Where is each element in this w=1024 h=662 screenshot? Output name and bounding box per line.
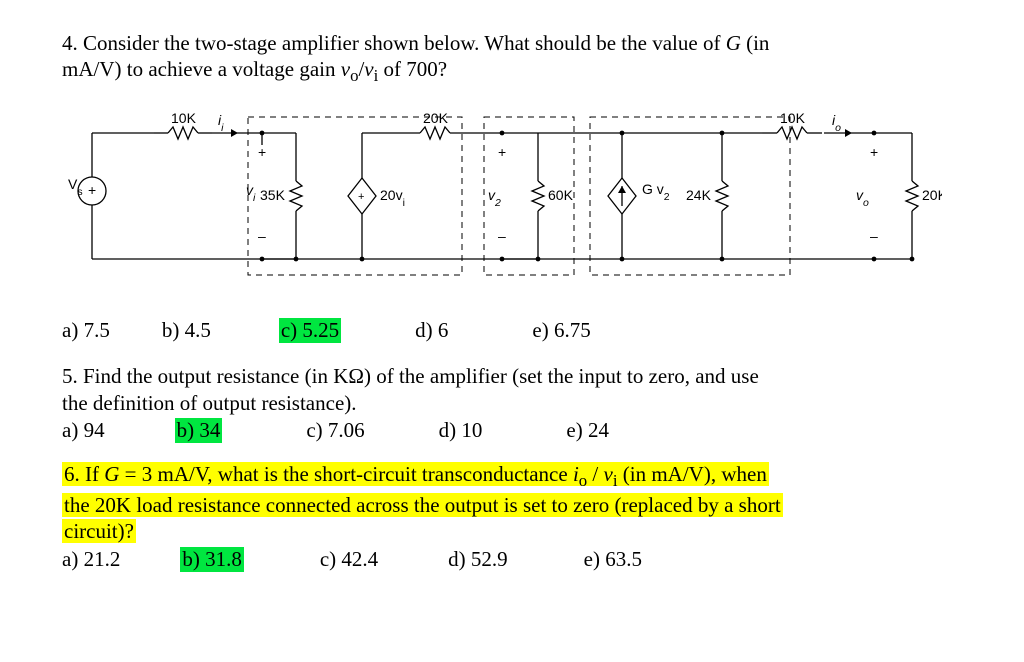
svg-text:20K: 20K bbox=[922, 187, 942, 203]
q6-line1: 6. If G = 3 mA/V, what is the short-circ… bbox=[62, 462, 769, 486]
svg-text:+: + bbox=[88, 182, 96, 198]
svg-text:+: + bbox=[870, 144, 878, 160]
svg-text:10K: 10K bbox=[780, 110, 806, 126]
svg-text:+: + bbox=[358, 191, 364, 203]
circuit-diagram: +Vs10Kii+vi–35K+20vi20K+v2–60KG v224K10K… bbox=[62, 109, 962, 294]
q5-ans-e: e) 24 bbox=[566, 418, 609, 443]
q4-tail: of 700? bbox=[378, 57, 447, 81]
svg-text:G v2: G v2 bbox=[642, 181, 670, 203]
q5-ans-b: b) 34 bbox=[175, 418, 223, 443]
q6-ans-c: c) 42.4 bbox=[320, 547, 378, 572]
q6-line2: the 20K load resistance connected across… bbox=[62, 493, 783, 517]
q5-ans-c: c) 7.06 bbox=[306, 418, 364, 443]
svg-text:Vs: Vs bbox=[68, 176, 83, 198]
svg-text:–: – bbox=[498, 228, 506, 244]
q6-ans-d: d) 52.9 bbox=[448, 547, 508, 572]
q6-vi: v bbox=[604, 462, 613, 486]
svg-text:24K: 24K bbox=[686, 187, 712, 203]
svg-text:35K: 35K bbox=[260, 187, 286, 203]
q5-line1: 5. Find the output resistance (in KΩ) of… bbox=[62, 364, 759, 388]
q4-line2a: mA/V) to achieve a voltage gain bbox=[62, 57, 341, 81]
q4-vo: v bbox=[341, 57, 350, 81]
q6-prompt: 6. If G = 3 mA/V, what is the short-circ… bbox=[62, 461, 962, 545]
q5-line2: the definition of output resistance). bbox=[62, 391, 357, 415]
q6-io-sub: o bbox=[579, 471, 587, 490]
q5-ans-d: d) 10 bbox=[439, 418, 483, 443]
q4-prompt: 4. Consider the two-stage amplifier show… bbox=[62, 30, 962, 87]
q4-ans-b: b) 4.5 bbox=[162, 318, 211, 343]
q4-vi: v bbox=[364, 57, 373, 81]
q6-line3: circuit)? bbox=[62, 519, 136, 543]
q5-answers: a) 94 b) 34 c) 7.06 d) 10 e) 24 bbox=[62, 418, 962, 443]
q4-in: (in bbox=[741, 31, 770, 55]
q6-ans-b: b) 31.8 bbox=[180, 547, 244, 572]
q4-answers: a) 7.5 b) 4.5 c) 5.25 d) 6 e) 6.75 bbox=[62, 318, 962, 343]
q4-ans-e: e) 6.75 bbox=[532, 318, 590, 343]
q4-G: G bbox=[726, 31, 741, 55]
q6-l1a: 6. If bbox=[64, 462, 104, 486]
svg-text:–: – bbox=[870, 228, 878, 244]
q6-G: G bbox=[104, 462, 119, 486]
svg-text:–: – bbox=[258, 228, 266, 244]
q6-ans-a: a) 21.2 bbox=[62, 547, 120, 572]
svg-text:+: + bbox=[498, 144, 506, 160]
q4-ans-c: c) 5.25 bbox=[279, 318, 341, 343]
q4-ans-a: a) 7.5 bbox=[62, 318, 110, 343]
q4-line1-a: 4. Consider the two-stage amplifier show… bbox=[62, 31, 726, 55]
q6-slash: / bbox=[587, 462, 603, 486]
q5-prompt: 5. Find the output resistance (in KΩ) of… bbox=[62, 363, 962, 416]
svg-text:20vi: 20vi bbox=[380, 187, 405, 209]
q6-l1b: = 3 mA/V, what is the short-circuit tran… bbox=[119, 462, 573, 486]
svg-text:20K: 20K bbox=[423, 110, 449, 126]
q6-ans-e: e) 63.5 bbox=[584, 547, 642, 572]
svg-text:vo: vo bbox=[856, 187, 869, 209]
svg-text:io: io bbox=[832, 112, 841, 134]
svg-text:v2: v2 bbox=[488, 187, 501, 209]
q4-ans-d: d) 6 bbox=[415, 318, 448, 343]
q6-l1c: (in mA/V), when bbox=[618, 462, 767, 486]
q6-answers: a) 21.2 b) 31.8 c) 42.4 d) 52.9 e) 63.5 bbox=[62, 547, 962, 572]
svg-text:ii: ii bbox=[218, 112, 224, 134]
q5-ans-a: a) 94 bbox=[62, 418, 105, 443]
svg-text:10K: 10K bbox=[171, 110, 197, 126]
svg-text:60K: 60K bbox=[548, 187, 574, 203]
svg-text:+: + bbox=[258, 144, 266, 160]
